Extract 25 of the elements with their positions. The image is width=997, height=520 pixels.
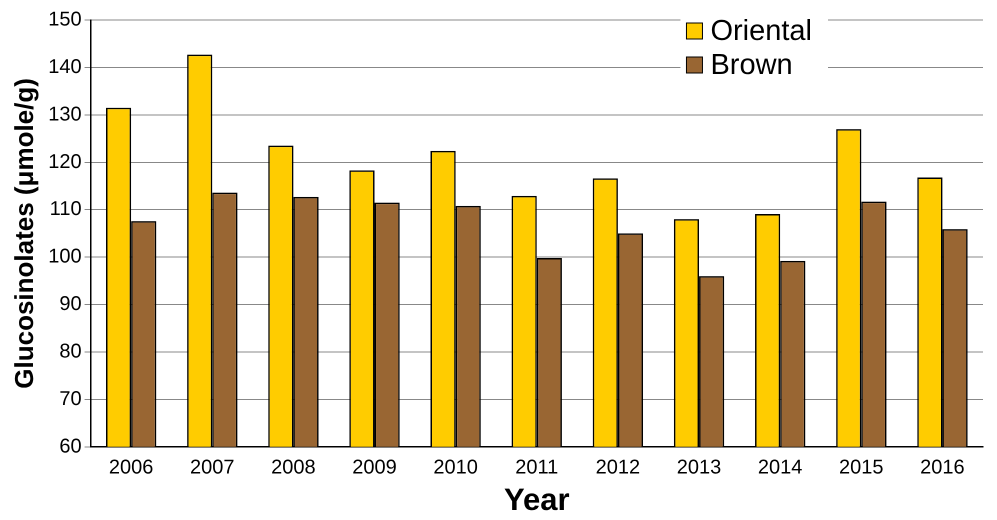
y-tick-label: 120 (48, 150, 82, 173)
y-axis-title: Glucosinolates (μmole/g) (8, 78, 39, 389)
x-tick-label: 2016 (920, 456, 965, 478)
y-tick-label: 80 (59, 340, 82, 362)
y-tick-label: 60 (59, 435, 82, 458)
x-tick-label: 2012 (596, 456, 640, 478)
y-tick-label: 90 (59, 293, 82, 316)
legend-label: Oriental (710, 15, 812, 47)
y-tick-label: 150 (48, 8, 82, 31)
y-tick-label: 100 (48, 246, 82, 268)
x-tick-label: 2008 (271, 456, 316, 478)
x-tick-label: 2009 (352, 456, 397, 478)
legend-label: Brown (710, 49, 793, 81)
x-axis-title: Year (504, 482, 570, 517)
y-tick-label: 140 (48, 56, 82, 78)
x-tick-label: 2011 (515, 456, 558, 478)
x-tick-label: 2015 (839, 456, 884, 478)
x-tick-label: 2014 (758, 456, 802, 478)
x-tick-label: 2007 (190, 456, 235, 478)
x-tick-label: 2006 (108, 456, 154, 478)
y-tick-label: 130 (48, 103, 82, 126)
y-tick-label: 110 (50, 198, 82, 220)
x-tick-label: 2013 (676, 456, 722, 478)
x-tick-label: 2010 (433, 456, 478, 478)
y-tick-label: 70 (59, 388, 82, 410)
